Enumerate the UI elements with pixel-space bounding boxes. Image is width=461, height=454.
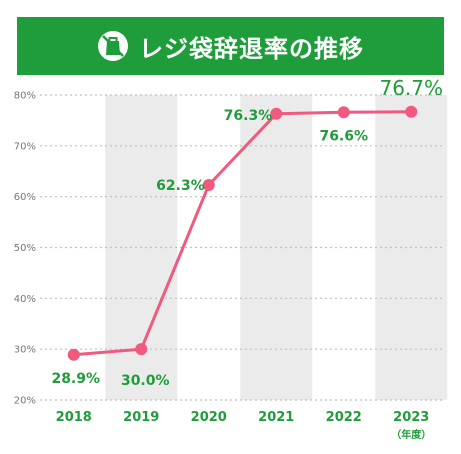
data-label: 30.0% xyxy=(121,373,170,389)
x-axis-unit: （年度） xyxy=(391,428,431,441)
data-point xyxy=(337,106,350,119)
page-title: レジ袋辞退率の推移 xyxy=(139,34,364,63)
data-label: 62.3% xyxy=(156,178,205,194)
y-axis-ticks: 20% 30% 40% 50% 60% 70% 80% xyxy=(14,91,36,407)
x-tick-label: 2019 xyxy=(123,410,159,425)
data-labels: 28.9% 30.0% 62.3% 76.3% 76.6% 76.7% xyxy=(51,76,443,389)
data-point xyxy=(202,178,215,191)
y-tick-label: 70% xyxy=(14,141,36,152)
y-tick-label: 30% xyxy=(14,345,36,356)
x-tick-label: 2022 xyxy=(326,410,362,425)
y-tick-label: 80% xyxy=(14,91,36,102)
y-tick-label: 60% xyxy=(14,192,36,203)
y-tick-label: 20% xyxy=(14,396,36,407)
x-tick-label: 2021 xyxy=(258,410,294,425)
x-tick-label: 2018 xyxy=(56,410,92,425)
x-tick-label: 2023 xyxy=(393,410,429,425)
data-points xyxy=(67,105,418,361)
series-line xyxy=(73,110,412,357)
y-tick-label: 50% xyxy=(14,243,36,254)
data-point xyxy=(67,348,80,361)
series-line-group xyxy=(73,110,412,357)
data-point xyxy=(270,107,283,120)
x-axis-ticks: 2018 2019 2020 2021 2022 2023 （年度） xyxy=(56,410,432,441)
x-tick-label: 2020 xyxy=(191,410,227,425)
data-label: 76.3% xyxy=(224,108,273,124)
title-banner: レジ袋辞退率の推移 xyxy=(17,17,444,75)
data-point xyxy=(405,105,418,118)
data-label: 76.7% xyxy=(379,76,443,100)
data-point xyxy=(135,343,148,356)
data-label: 76.6% xyxy=(319,128,368,144)
shopping-bag-icon xyxy=(97,30,129,62)
data-label: 28.9% xyxy=(51,371,100,387)
y-tick-label: 40% xyxy=(14,294,36,305)
